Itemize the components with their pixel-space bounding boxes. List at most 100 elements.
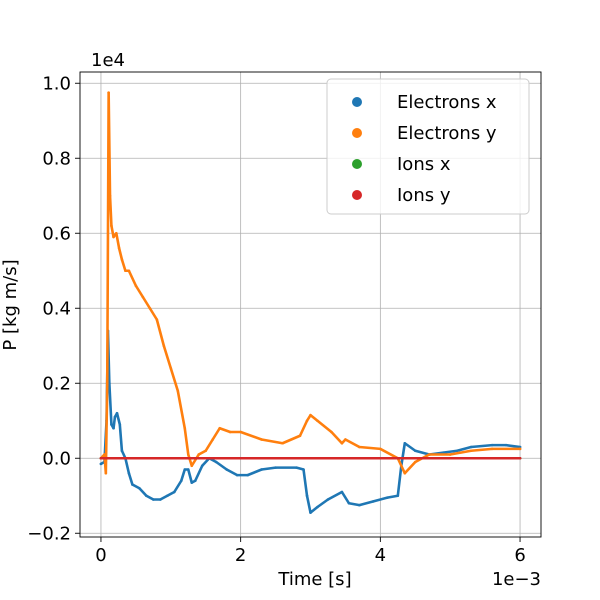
data-point xyxy=(469,449,473,453)
data-point xyxy=(99,462,103,466)
data-point xyxy=(113,415,117,419)
data-point xyxy=(379,447,382,451)
data-point xyxy=(186,468,190,471)
x-axis-label: Time [s] xyxy=(277,569,351,590)
legend: Electrons x Electrons y Ions x Ions y xyxy=(326,78,530,215)
data-point xyxy=(211,438,215,441)
data-point xyxy=(183,426,187,430)
data-point xyxy=(110,423,113,426)
data-point xyxy=(179,479,183,483)
data-point xyxy=(176,389,180,393)
y-tick-label: −0.2 xyxy=(27,523,71,544)
data-point xyxy=(108,194,112,198)
data-point xyxy=(379,456,382,460)
data-point xyxy=(340,441,344,445)
data-point xyxy=(105,381,109,385)
series-layer xyxy=(99,91,522,514)
data-point xyxy=(302,468,305,471)
x-tick-label: 0 xyxy=(95,545,106,566)
data-point xyxy=(504,443,508,447)
data-point xyxy=(281,441,284,445)
plot-frame xyxy=(79,71,542,538)
data-point xyxy=(309,511,312,514)
data-point xyxy=(169,366,173,370)
data-point xyxy=(127,471,131,475)
data-point xyxy=(340,490,344,494)
data-point xyxy=(358,445,361,449)
data-point xyxy=(110,224,113,228)
legend-box xyxy=(326,78,530,215)
data-point xyxy=(403,441,407,445)
y-tick-label: 0.8 xyxy=(42,148,71,169)
x-tick-label: 2 xyxy=(235,545,246,566)
data-point xyxy=(386,496,389,499)
y-tick-label: 0.4 xyxy=(42,298,71,319)
data-point xyxy=(427,453,431,456)
y-offset-label: 1e4 xyxy=(91,50,125,71)
data-point xyxy=(107,91,110,94)
y-tick-label: 1.0 xyxy=(42,73,71,94)
data-point xyxy=(330,430,333,434)
data-point xyxy=(141,295,145,299)
data-point xyxy=(120,258,124,261)
data-point xyxy=(127,269,131,273)
data-point xyxy=(239,456,242,460)
data-point xyxy=(448,456,452,460)
data-point xyxy=(214,460,218,464)
y-tick-label: 0.6 xyxy=(42,223,71,244)
data-point xyxy=(120,449,124,453)
data-point xyxy=(235,473,239,477)
data-point xyxy=(413,449,417,453)
ticks: 0 2 4 6 −0.2 0.0 0.2 0.4 0.6 0.8 1.0 xyxy=(27,73,525,566)
data-point xyxy=(118,423,122,426)
legend-marker xyxy=(352,159,362,169)
data-point xyxy=(117,246,121,250)
series-4 xyxy=(99,456,522,460)
data-point xyxy=(448,453,452,456)
data-point xyxy=(124,269,127,273)
data-point xyxy=(260,438,263,441)
data-point xyxy=(218,426,221,430)
data-point xyxy=(131,483,134,486)
data-point xyxy=(260,468,263,471)
data-point xyxy=(190,464,194,468)
data-point xyxy=(193,479,197,483)
x-offset-label: 1e−3 xyxy=(492,569,541,590)
data-point xyxy=(518,447,522,451)
data-point xyxy=(115,231,118,235)
data-point xyxy=(316,505,319,509)
series-2 xyxy=(99,91,522,475)
legend-marker xyxy=(352,128,362,138)
data-point xyxy=(186,453,190,456)
data-point xyxy=(145,494,148,498)
data-point xyxy=(138,486,141,490)
data-point xyxy=(295,466,298,469)
data-point xyxy=(228,430,232,434)
data-point xyxy=(305,494,309,498)
data-point xyxy=(396,494,400,498)
legend-label: Ions y xyxy=(397,185,451,206)
y-tick-label: 0.0 xyxy=(42,448,71,469)
data-point xyxy=(103,453,106,456)
data-point xyxy=(372,500,375,503)
data-point xyxy=(104,471,108,475)
data-point xyxy=(169,456,173,460)
data-point xyxy=(305,419,309,423)
data-point xyxy=(183,468,187,471)
data-point xyxy=(112,426,115,430)
data-point xyxy=(190,481,194,484)
legend-marker xyxy=(352,190,362,200)
data-point xyxy=(166,494,169,498)
data-point xyxy=(455,449,459,453)
legend-label: Electrons y xyxy=(397,123,497,144)
data-point xyxy=(200,464,204,468)
legend-marker xyxy=(352,97,362,107)
y-axis-label: P [kg m/s] xyxy=(0,259,21,350)
data-point xyxy=(413,460,417,464)
data-point xyxy=(490,443,494,447)
data-point xyxy=(246,473,249,477)
x-tick-label: 4 xyxy=(375,545,386,566)
data-point xyxy=(152,498,155,501)
data-point xyxy=(148,306,152,310)
data-point xyxy=(274,466,277,469)
